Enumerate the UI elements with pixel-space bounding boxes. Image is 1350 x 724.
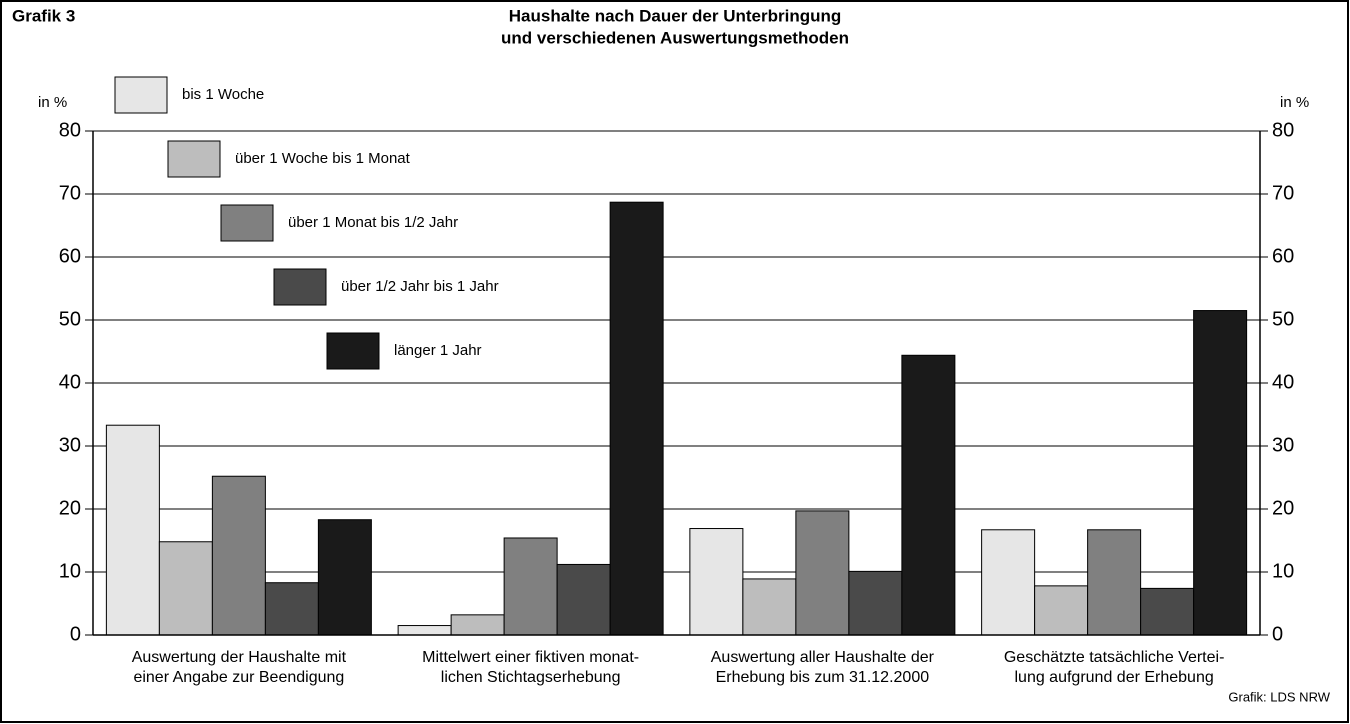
legend-label: über 1 Woche bis 1 Monat bbox=[235, 150, 411, 167]
x-tick-label: Auswertung der Haushalte mit bbox=[132, 649, 347, 666]
chart-title: und verschiedenen Auswertungsmethoden bbox=[501, 28, 849, 47]
bar bbox=[848, 570, 903, 636]
y2-tick-label: 80 bbox=[1272, 119, 1294, 141]
y2-tick-label: 0 bbox=[1272, 623, 1283, 645]
bar bbox=[742, 578, 797, 636]
bar bbox=[1034, 585, 1089, 636]
x-tick-label: lichen Stichtagserhebung bbox=[441, 669, 621, 686]
bar bbox=[450, 614, 505, 636]
y2-tick-label: 60 bbox=[1272, 245, 1294, 267]
y-tick-label: 40 bbox=[59, 371, 81, 393]
x-tick-label: lung aufgrund der Erhebung bbox=[1014, 669, 1213, 686]
bar bbox=[264, 582, 319, 636]
y-tick-label: 30 bbox=[59, 434, 81, 456]
legend-swatch bbox=[220, 204, 274, 242]
y-tick-label: 70 bbox=[59, 182, 81, 204]
bar bbox=[317, 519, 372, 636]
bar bbox=[1140, 587, 1195, 636]
legend-swatch bbox=[114, 76, 168, 114]
y2-tick-label: 20 bbox=[1272, 497, 1294, 519]
y-tick-label: 0 bbox=[70, 623, 81, 645]
bar bbox=[1087, 529, 1142, 636]
y2-tick-label: 30 bbox=[1272, 434, 1294, 456]
legend-label: über 1 Monat bis 1/2 Jahr bbox=[288, 214, 458, 231]
legend-swatch bbox=[167, 140, 221, 178]
y2-tick-label: 70 bbox=[1272, 182, 1294, 204]
legend-swatch bbox=[326, 332, 380, 370]
y2-tick-label: 10 bbox=[1272, 560, 1294, 582]
x-tick-label: Erhebung bis zum 31.12.2000 bbox=[716, 669, 930, 686]
x-tick-label: Mittelwert einer fiktiven monat- bbox=[422, 649, 639, 666]
chart-title: Haushalte nach Dauer der Unterbringung bbox=[509, 6, 842, 25]
chart-label: Grafik 3 bbox=[12, 6, 75, 25]
x-tick-label: Auswertung aller Haushalte der bbox=[711, 649, 935, 666]
legend-label: über 1/2 Jahr bis 1 Jahr bbox=[341, 278, 499, 295]
bar bbox=[1193, 310, 1248, 636]
y-tick-label: 80 bbox=[59, 119, 81, 141]
y2-tick-label: 50 bbox=[1272, 308, 1294, 330]
bar bbox=[689, 528, 744, 636]
source: Grafik: LDS NRW bbox=[1228, 689, 1330, 704]
bar bbox=[397, 625, 452, 636]
bar bbox=[556, 563, 611, 636]
bar bbox=[795, 510, 850, 636]
y2-axis-label: in % bbox=[1280, 94, 1309, 111]
y-tick-label: 10 bbox=[59, 560, 81, 582]
bar bbox=[609, 201, 664, 636]
bar bbox=[158, 541, 213, 636]
x-tick-label: einer Angabe zur Beendigung bbox=[133, 669, 344, 686]
bar bbox=[503, 537, 558, 636]
legend-swatch bbox=[273, 268, 327, 306]
x-tick-label: Geschätzte tatsächliche Vertei- bbox=[1004, 649, 1225, 666]
y2-tick-label: 40 bbox=[1272, 371, 1294, 393]
y-tick-label: 20 bbox=[59, 497, 81, 519]
legend-label: länger 1 Jahr bbox=[394, 342, 482, 359]
bar bbox=[211, 475, 266, 636]
bar bbox=[901, 354, 956, 636]
legend-label: bis 1 Woche bbox=[182, 86, 264, 103]
y-tick-label: 60 bbox=[59, 245, 81, 267]
y-axis-label: in % bbox=[38, 94, 67, 111]
y-tick-label: 50 bbox=[59, 308, 81, 330]
bar bbox=[981, 529, 1036, 636]
bar bbox=[105, 424, 160, 636]
